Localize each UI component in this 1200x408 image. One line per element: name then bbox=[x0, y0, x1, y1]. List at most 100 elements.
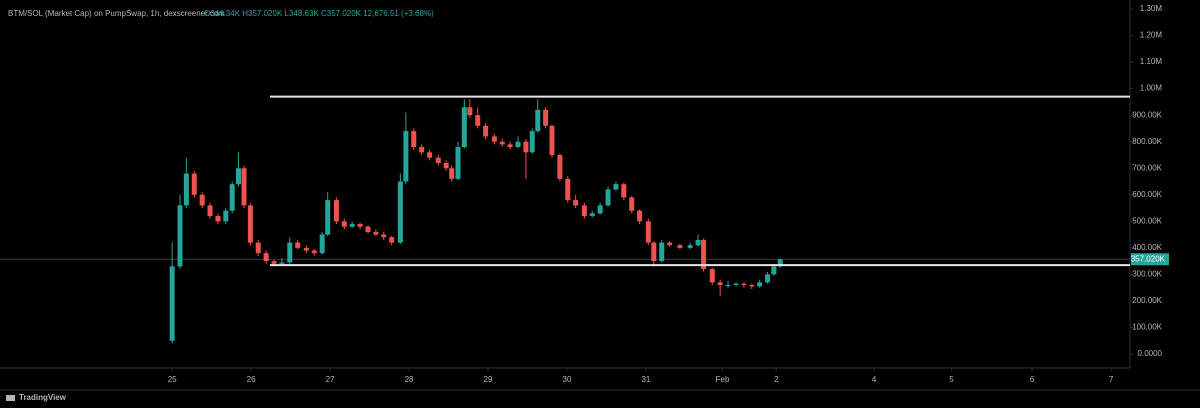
y-tick-label: 1.10M bbox=[1140, 57, 1163, 66]
candle-body bbox=[765, 274, 771, 283]
logo-icon bbox=[6, 395, 15, 401]
candle-body bbox=[255, 242, 261, 254]
candle-body bbox=[565, 178, 571, 201]
candle-body bbox=[365, 226, 371, 232]
y-tick-label: 1.30M bbox=[1140, 4, 1163, 13]
candle-body bbox=[373, 231, 379, 235]
footer-text: TradingView bbox=[19, 393, 67, 402]
x-tick-label: 6 bbox=[1030, 375, 1035, 384]
candle-body bbox=[605, 189, 611, 206]
candle-body bbox=[279, 262, 285, 264]
y-tick-label: 700.00K bbox=[1132, 163, 1162, 172]
candle-body bbox=[397, 181, 403, 243]
candle-body bbox=[287, 242, 293, 263]
price-label: 357.020K bbox=[1131, 254, 1166, 263]
y-tick-label: 1.00M bbox=[1140, 84, 1163, 93]
logo: TradingView bbox=[6, 393, 67, 402]
x-tick-label: 28 bbox=[405, 375, 414, 384]
x-tick-label: 30 bbox=[563, 375, 572, 384]
candle-body bbox=[223, 210, 229, 222]
y-tick-label: 600.00K bbox=[1132, 190, 1162, 199]
candle-body bbox=[241, 168, 247, 206]
x-tick-label: 27 bbox=[326, 375, 335, 384]
ohlc-legend: O344.34K H357.020K L348.63K C357.020K 12… bbox=[204, 9, 434, 18]
candle-body bbox=[207, 205, 213, 217]
candle-body bbox=[515, 141, 521, 148]
x-tick-label: 4 bbox=[872, 375, 877, 384]
candle-body bbox=[483, 125, 489, 137]
candle-body bbox=[247, 205, 253, 243]
candle-body bbox=[629, 197, 635, 211]
y-tick-label: 400.00K bbox=[1132, 243, 1162, 252]
candle-body bbox=[741, 283, 747, 286]
candle-body bbox=[557, 154, 563, 179]
candle-body bbox=[695, 239, 701, 246]
candle-body bbox=[543, 109, 549, 126]
candle-body bbox=[701, 239, 707, 270]
candle-body bbox=[523, 141, 529, 153]
candle-body bbox=[419, 147, 425, 153]
candle-body bbox=[443, 162, 449, 169]
candle-body bbox=[341, 221, 347, 227]
x-tick-label: 25 bbox=[168, 375, 177, 384]
candle-body bbox=[311, 250, 317, 254]
candle-body bbox=[215, 216, 221, 222]
candle-body bbox=[677, 245, 683, 248]
candle-body bbox=[349, 223, 355, 227]
candle-body bbox=[549, 125, 555, 155]
x-tick-label: 31 bbox=[641, 375, 650, 384]
candle-body bbox=[651, 242, 657, 262]
candle-body bbox=[613, 184, 619, 190]
candle-body bbox=[271, 261, 277, 264]
candle-body bbox=[411, 131, 417, 148]
candle-body bbox=[749, 285, 755, 287]
chart-title: BTM/SOL (Market Cap) on PumpSwap, 1h, de… bbox=[8, 9, 225, 18]
candle-body bbox=[403, 131, 409, 182]
candle-body bbox=[455, 147, 461, 179]
candle-body bbox=[263, 253, 269, 262]
candle-body bbox=[177, 205, 183, 267]
candle-body bbox=[295, 242, 301, 248]
candle-body bbox=[381, 234, 387, 238]
candle-body bbox=[667, 242, 673, 246]
candle-body bbox=[535, 109, 541, 132]
y-tick-label: 0.0000 bbox=[1138, 349, 1163, 358]
candle-body bbox=[573, 200, 579, 206]
candle-body bbox=[357, 223, 363, 227]
candle-body bbox=[589, 213, 595, 217]
candle-body bbox=[333, 200, 339, 222]
x-tick-label: 7 bbox=[1109, 375, 1114, 384]
y-tick-label: 800.00K bbox=[1132, 137, 1162, 146]
candle-body bbox=[645, 221, 651, 243]
candle-body bbox=[303, 247, 309, 251]
candle-body bbox=[427, 152, 433, 158]
candle-body bbox=[709, 269, 715, 283]
x-tick-label: Feb bbox=[716, 375, 730, 384]
candle-body bbox=[581, 205, 587, 217]
candle-body bbox=[169, 266, 175, 341]
candle-body bbox=[319, 234, 325, 254]
candle-body bbox=[733, 283, 739, 286]
candle-body bbox=[757, 282, 763, 287]
x-tick-label: 29 bbox=[484, 375, 493, 384]
y-tick-label: 500.00K bbox=[1132, 216, 1162, 225]
y-tick-label: 100.00K bbox=[1132, 323, 1162, 332]
candle-body bbox=[475, 115, 481, 126]
candle-body bbox=[435, 157, 441, 163]
candle-body bbox=[325, 200, 331, 235]
candle-body bbox=[229, 184, 235, 211]
candle-body bbox=[687, 245, 693, 248]
candle-body bbox=[771, 266, 777, 275]
candle-body bbox=[637, 210, 643, 222]
candle-body bbox=[491, 136, 497, 142]
candle-body bbox=[461, 107, 467, 148]
candle-body bbox=[621, 184, 627, 198]
candle-body bbox=[717, 282, 723, 286]
x-tick-label: 5 bbox=[949, 375, 954, 384]
candle-body bbox=[499, 141, 505, 145]
candle-body bbox=[529, 131, 535, 153]
candle-body bbox=[449, 168, 455, 179]
y-tick-label: 1.20M bbox=[1140, 31, 1163, 40]
candle-body bbox=[507, 144, 513, 148]
